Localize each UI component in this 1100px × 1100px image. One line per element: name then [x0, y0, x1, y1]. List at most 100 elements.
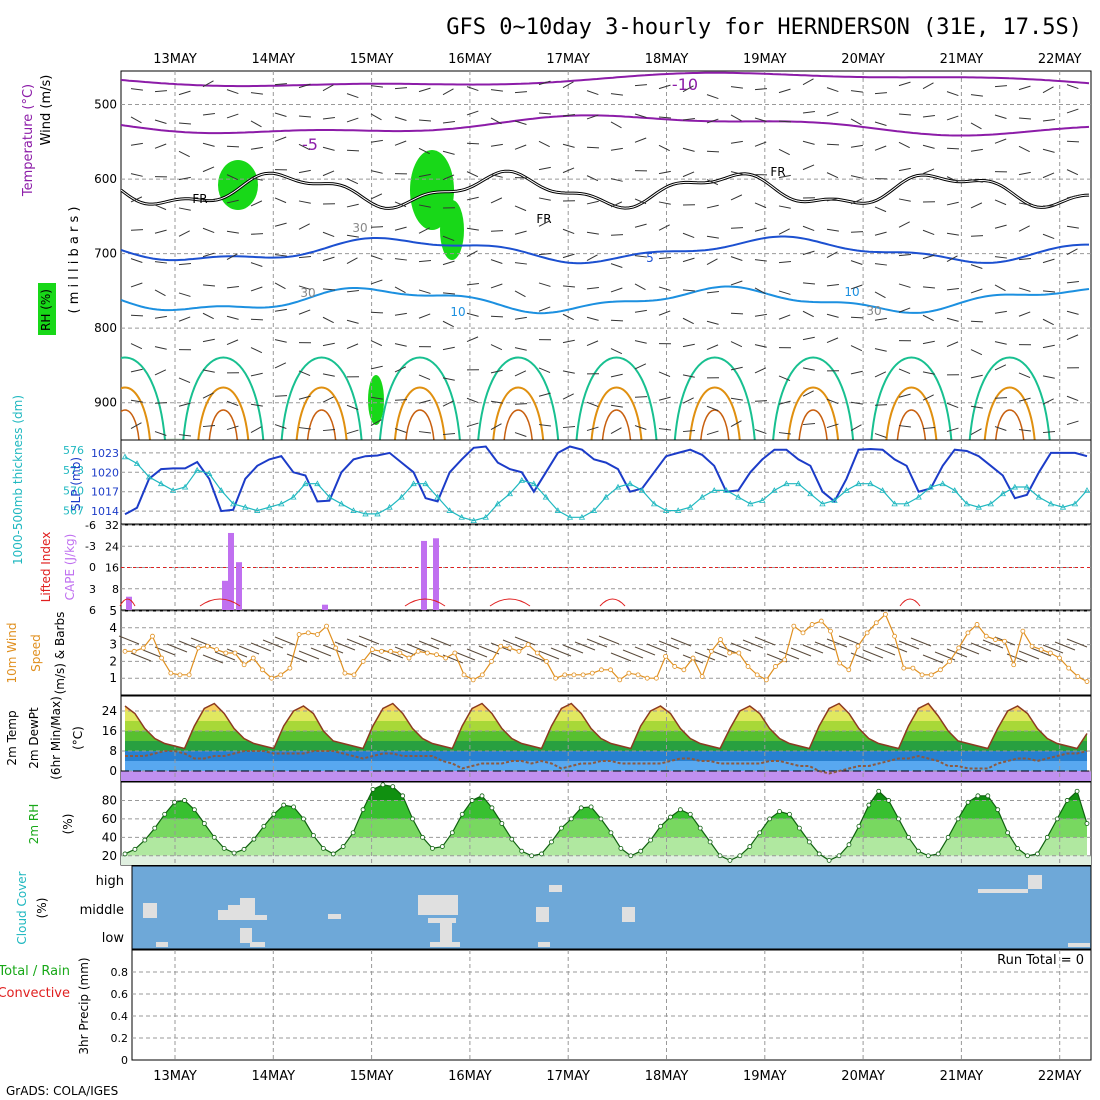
rh-ylabel-1: 2m RH: [27, 804, 41, 845]
wind-barb-10m: [1042, 644, 1064, 654]
temp-contour-20: [983, 386, 1036, 440]
precip-ylabel-3hr: 3hr Precip (mm): [77, 957, 91, 1054]
wind-barb-10m: [1018, 650, 1040, 660]
wind-barb: [658, 310, 671, 316]
wind-barb: [538, 282, 551, 287]
wind-speed-line-marker: [397, 650, 403, 656]
wind-barb: [274, 112, 287, 117]
thickness-line-marker: [915, 493, 922, 500]
wind-barb: [346, 429, 359, 435]
wind-barb: [466, 110, 479, 116]
wind-speed-line-marker: [589, 670, 595, 676]
wind-barb: [730, 194, 743, 201]
wind-speed-line-marker: [828, 628, 833, 634]
wind-barb-10m: [574, 641, 596, 651]
wind-speed-line-marker: [983, 633, 989, 639]
temp-contour-15: [280, 356, 363, 440]
wind-barb: [202, 113, 215, 116]
precip-tick: 0.4: [111, 1010, 129, 1023]
cloud-ylabel-1: Cloud Cover: [15, 871, 29, 944]
contour-label: 30: [300, 286, 315, 300]
rh-2m-line-marker: [1084, 821, 1090, 826]
wind-barb: [850, 316, 864, 319]
temperature-panel: 24 16 8 0 2m Temp 2m DewPt (6hr Min/Max) (°…: [5, 695, 1092, 782]
y-tick-label: 80: [102, 793, 117, 807]
wind-barb: [730, 420, 742, 428]
wind-barb-10m: [514, 636, 536, 646]
wind-barb: [178, 90, 191, 96]
rh-2m-line-marker: [707, 839, 713, 845]
wind-barb: [394, 116, 407, 121]
wind-barb-10m: [298, 650, 320, 660]
wind-speed-line-marker: [489, 659, 494, 664]
temp-contour-20: [492, 386, 545, 440]
wind-barb: [250, 233, 264, 235]
wind-barb-10m: [286, 653, 308, 663]
thickness-line-marker: [566, 513, 574, 520]
wind-barb: [466, 397, 479, 404]
rh-2m-line-marker: [648, 837, 654, 843]
wind-speed-line-marker: [131, 648, 137, 654]
wind-barb: [994, 114, 1007, 119]
rh-2m-line-marker: [677, 807, 683, 813]
wind-barb: [130, 343, 143, 350]
wind-barb: [370, 193, 383, 200]
wind-barb: [946, 255, 958, 263]
wind-barb: [994, 85, 1007, 88]
wind-barb: [850, 370, 863, 375]
wind-barb: [178, 434, 191, 437]
wind-barb: [226, 145, 240, 148]
wind-barb: [706, 204, 719, 209]
wind-barb: [538, 253, 551, 256]
rh-2m-line-marker: [1074, 788, 1080, 794]
upper-ylabel-millibars: ( m i l l i b a r s ): [67, 207, 82, 314]
rh-2m-line-marker: [400, 793, 406, 799]
wind-speed-line-marker: [1020, 628, 1026, 634]
wind-barb: [1066, 334, 1079, 341]
wind-barb: [754, 400, 768, 402]
thickness-line-marker: [181, 483, 189, 490]
wind-barb: [394, 428, 407, 433]
wind-barb-10m: [802, 644, 824, 654]
wind-barb: [514, 403, 528, 405]
wind-barb: [226, 174, 239, 181]
y-tick-label: 0: [109, 764, 117, 778]
thickness-line-marker: [1023, 483, 1031, 490]
rh-2m-line-marker: [1064, 798, 1070, 803]
thickness-line-marker: [242, 503, 249, 510]
thickness-line-marker: [350, 507, 357, 513]
wind-barb-10m: [838, 635, 860, 645]
rh-2m-line-marker: [459, 811, 465, 817]
wind-barb: [490, 117, 502, 125]
wind-barb: [274, 136, 287, 142]
rh-2m-line-marker: [747, 844, 753, 849]
thickness-line-marker: [602, 493, 610, 500]
wind-barb: [610, 263, 623, 268]
rh-2m-line-marker: [935, 851, 941, 857]
wind-barb: [634, 223, 647, 228]
wind-barb: [466, 312, 479, 317]
wind-barb: [274, 282, 286, 290]
wind-speed-line-marker: [919, 672, 925, 678]
temp-contour-15: [378, 356, 461, 440]
rh-2m-line-marker: [509, 836, 515, 842]
temp-ylabel-3: (6hr Min/Max): [49, 696, 63, 780]
wind-barb: [1066, 140, 1080, 143]
wind-barb-10m: [118, 635, 140, 645]
wind-barb: [802, 250, 815, 256]
cloud-block: [440, 922, 452, 942]
wind-barb: [250, 262, 263, 267]
wind-barb: [178, 122, 191, 125]
wind-barb: [130, 282, 143, 288]
wind-barb: [226, 425, 239, 431]
wind-barb: [154, 261, 167, 264]
wind-barb: [490, 283, 503, 289]
day-label-top: 18MAY: [645, 52, 689, 67]
wind-barb: [274, 197, 287, 204]
thickness-line-marker: [1011, 483, 1019, 490]
wind-barb: [754, 117, 767, 122]
wind-speed-line-marker: [562, 672, 568, 678]
rh-2m-line-marker: [826, 857, 832, 863]
wind-barb: [682, 317, 694, 325]
wind-barb: [610, 147, 623, 151]
